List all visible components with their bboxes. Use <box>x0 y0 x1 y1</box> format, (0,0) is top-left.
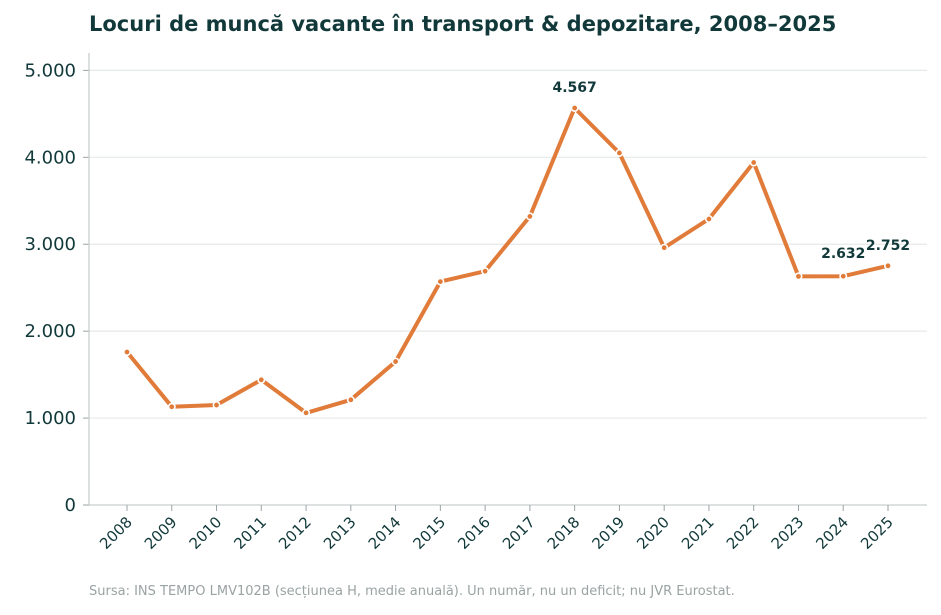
data-label: 4.567 <box>552 80 596 96</box>
data-point <box>839 272 848 281</box>
data-point <box>391 357 400 366</box>
x-tick-label: 2022 <box>723 513 763 553</box>
data-point <box>704 215 713 224</box>
x-tick-label: 2014 <box>365 513 405 553</box>
chart-title: Locuri de muncă vacante în transport & d… <box>89 12 837 36</box>
data-point <box>525 212 534 221</box>
data-point <box>167 402 176 411</box>
data-point <box>436 277 445 286</box>
data-point <box>346 395 355 404</box>
x-tick-label: 2013 <box>320 513 360 553</box>
data-point <box>302 408 311 417</box>
x-tick-label: 2018 <box>544 513 584 553</box>
data-point <box>257 375 266 384</box>
y-tick-label: 3.000 <box>24 234 76 255</box>
x-tick-label: 2024 <box>812 513 852 553</box>
x-tick-label: 2011 <box>230 513 270 553</box>
data-point <box>570 104 579 113</box>
source-note: Sursa: INS TEMPO LMV102B (secțiunea H, m… <box>89 584 735 599</box>
y-tick-label: 4.000 <box>24 147 76 168</box>
axes <box>83 53 927 511</box>
series-line-layer <box>125 106 890 415</box>
series-line <box>125 106 890 415</box>
x-tick-label: 2008 <box>96 513 136 553</box>
x-tick-label: 2023 <box>768 513 808 553</box>
x-tick-label: 2020 <box>633 513 673 553</box>
x-tick-label: 2015 <box>409 513 449 553</box>
data-point <box>660 243 669 252</box>
data-point <box>481 267 490 276</box>
data-point <box>123 348 132 357</box>
y-tick-label: 2.000 <box>24 321 76 342</box>
data-label: 2.752 <box>866 238 910 254</box>
data-point <box>212 401 221 410</box>
y-tick-label: 0 <box>65 495 76 516</box>
x-tick-label: 2025 <box>857 513 897 553</box>
data-point <box>883 261 892 270</box>
x-tick-label: 2010 <box>186 513 226 553</box>
data-label: 2.632 <box>821 246 865 262</box>
y-tick-label: 5.000 <box>24 60 76 81</box>
y-tick-labels: 0 1.000 2.000 3.000 4.000 5.000 <box>24 60 76 516</box>
x-tick-label: 2019 <box>589 513 629 553</box>
x-tick-label: 2009 <box>141 513 181 553</box>
data-points <box>123 104 892 417</box>
data-point <box>794 272 803 281</box>
x-tick-labels: 2008 2009 2010 2011 2012 2013 2014 2015 2016 2017… <box>96 513 897 553</box>
data-point <box>749 158 758 167</box>
x-tick-label: 2021 <box>678 513 718 553</box>
x-tick-label: 2012 <box>275 513 315 553</box>
y-tick-label: 1.000 <box>24 408 76 429</box>
x-tick-label: 2016 <box>454 513 494 553</box>
x-tick-label: 2017 <box>499 513 539 553</box>
data-point <box>615 148 624 157</box>
